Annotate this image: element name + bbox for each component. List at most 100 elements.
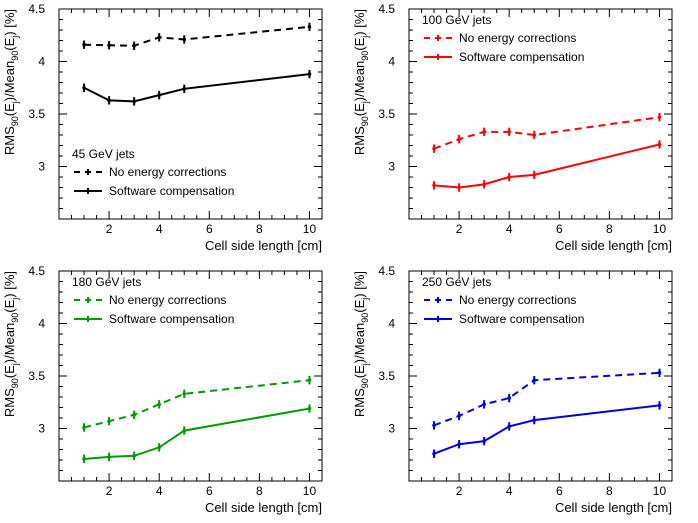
data-point (132, 454, 136, 458)
legend-title: 100 GeV jets (422, 13, 491, 27)
data-point (532, 173, 537, 177)
y-axis-label-part: )/Mean (2, 323, 17, 363)
y-axis-label-part: ) [%] (2, 271, 17, 298)
data-point (432, 183, 436, 188)
data-point (157, 402, 161, 407)
y-axis-label-part: 90 (10, 116, 20, 126)
y-tick-label: 4.5 (28, 264, 45, 278)
y-tick-label: 3 (38, 422, 45, 436)
data-point (482, 439, 486, 443)
y-axis-label-part: j (360, 298, 370, 301)
data-point (82, 85, 86, 90)
x-tick-label: 10 (303, 484, 317, 498)
y-axis-label-part: (E (352, 37, 367, 50)
legend-entry: Software compensation (459, 312, 584, 326)
y-axis-label-part: (E (2, 103, 17, 116)
data-point (457, 442, 461, 447)
y-axis-label-part: (E (2, 365, 17, 378)
data-point (507, 130, 511, 134)
series-line-software-compensation (83, 73, 310, 103)
y-axis-label-part: ) [%] (352, 271, 367, 298)
data-point (457, 137, 461, 141)
legend-title: 180 GeV jets (72, 275, 141, 289)
data-point (182, 37, 187, 42)
x-tick-label: 10 (653, 484, 667, 498)
x-tick-label: 6 (556, 484, 563, 498)
data-point (132, 43, 136, 48)
legend-title: 250 GeV jets (422, 275, 491, 289)
y-axis-label-part: RMS (352, 126, 367, 155)
data-point (657, 115, 662, 119)
y-tick-label: 3 (388, 160, 395, 174)
y-tick-label: 4.5 (28, 2, 45, 16)
series-line-no-corrections (83, 379, 310, 429)
y-axis-label: RMS90(Ej)/Mean90(Ej) [%] (2, 9, 20, 155)
series-line-software-compensation (433, 404, 660, 455)
data-point (307, 406, 312, 411)
y-tick-label: 4.5 (378, 2, 395, 16)
legend-entry: Software compensation (109, 312, 234, 326)
y-axis-label-part: j (10, 101, 20, 104)
x-tick-label: 4 (156, 222, 163, 236)
data-point (157, 35, 161, 40)
y-axis-label-part: j (360, 363, 370, 366)
y-tick-label: 4.5 (378, 264, 395, 278)
series-line-no-corrections (84, 25, 310, 47)
x-tick-label: 8 (606, 222, 613, 236)
data-point (182, 392, 187, 396)
y-axis-label-part: 90 (360, 116, 370, 126)
data-point (432, 146, 436, 151)
data-point (107, 455, 111, 459)
x-tick-label: 10 (653, 222, 667, 236)
data-point (532, 418, 537, 422)
data-point (182, 428, 187, 433)
y-axis-label-part: j (360, 36, 370, 39)
data-point (507, 396, 511, 400)
data-point (307, 72, 312, 76)
data-point (432, 423, 436, 428)
y-axis-label-part: )/Mean (352, 61, 367, 101)
x-tick-label: 6 (556, 222, 563, 236)
y-axis-label-part: 90 (360, 313, 370, 323)
x-tick-label: 4 (156, 484, 163, 498)
series-line-no-corrections (433, 371, 660, 427)
y-axis-label-part: j (10, 363, 20, 366)
x-tick-label: 8 (606, 484, 613, 498)
data-point (107, 43, 111, 48)
data-point (107, 98, 111, 103)
data-point (107, 419, 111, 423)
data-point (307, 25, 312, 29)
x-axis-label: Cell side length [cm] (555, 238, 672, 253)
legend-entry: Software compensation (459, 50, 584, 64)
x-axis-label: Cell side length [cm] (205, 500, 322, 515)
y-axis-label: RMS90(Ej)/Mean90(Ej) [%] (352, 9, 370, 155)
data-point (657, 403, 662, 408)
y-axis-label-part: (E (352, 299, 367, 312)
x-tick-label: 6 (206, 484, 213, 498)
data-point (132, 413, 136, 417)
legend-title: 45 GeV jets (72, 147, 135, 161)
data-point (132, 99, 136, 104)
y-tick-label: 4 (388, 55, 395, 69)
y-axis-label-part: RMS (352, 388, 367, 417)
data-point (182, 87, 187, 91)
series-line-software-compensation (433, 143, 660, 189)
legend-entry: No energy corrections (459, 293, 576, 307)
series-line-software-compensation (83, 407, 310, 460)
data-point (157, 445, 161, 450)
data-point (657, 371, 662, 375)
data-point (82, 42, 86, 47)
x-tick-label: 2 (456, 484, 463, 498)
x-tick-label: 4 (506, 484, 513, 498)
legend-entry: No energy corrections (109, 165, 226, 179)
x-axis-label: Cell side length [cm] (205, 238, 322, 253)
series-line-no-corrections (433, 116, 660, 150)
x-tick-label: 2 (456, 222, 463, 236)
x-tick-label: 2 (106, 222, 113, 236)
x-tick-label: 10 (303, 222, 317, 236)
y-axis-label-part: j (10, 36, 20, 39)
legend-entry: No energy corrections (109, 293, 226, 307)
